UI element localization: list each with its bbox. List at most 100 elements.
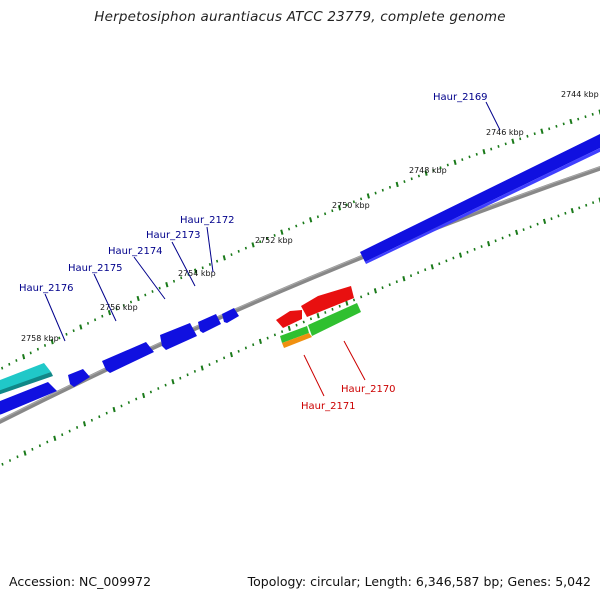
minor-tick [526,134,529,138]
map-title: Herpetosiphon aurantiacus ATCC 23779, co… [94,9,506,25]
minor-tick [266,237,269,240]
minor-tick [577,117,580,121]
minor-tick [244,246,247,250]
gene-label-haur-2176: Haur_2176 [19,283,74,294]
major-tick [395,181,399,188]
gene-cyan-shadow [0,372,53,395]
minor-tick [410,177,413,181]
minor-tick [557,214,560,218]
major-tick [337,205,342,211]
minor-tick [120,404,123,408]
minor-tick [86,322,90,325]
gene-label-haur-2169: Haur_2169 [433,92,488,103]
minor-tick [186,373,189,377]
gene-orange[interactable] [282,333,312,348]
minor-tick [345,203,348,207]
minor-tick [164,383,167,387]
minor-tick [157,387,160,390]
outer-tick-ring [1,109,600,370]
major-tick [569,118,573,125]
minor-tick [367,292,370,296]
major-tick [287,325,291,332]
tick-label-2752: 2752 kbp [255,236,293,245]
minor-tick [180,276,183,280]
minor-tick [38,444,41,448]
minor-tick [480,245,483,248]
minor-tick [536,222,539,226]
major-tick [430,264,434,270]
minor-tick [31,447,34,451]
major-tick [165,281,169,288]
minor-tick [281,330,284,333]
minor-tick [403,180,406,184]
gene-label-haur-2175: Haur_2175 [68,263,123,274]
gene-haur-2170-green[interactable] [308,303,361,336]
major-tick [511,138,515,144]
minor-tick [1,462,4,466]
gene-green-small[interactable] [280,326,309,343]
minor-tick [452,256,455,260]
tick-label-2746: 2746 kbp [486,128,524,137]
minor-tick [562,122,565,126]
gene-small-forward[interactable] [68,369,90,387]
minor-tick [76,426,79,429]
minor-tick [533,132,536,136]
major-tick [136,295,140,302]
minor-tick [316,215,319,219]
gene-haur-2172[interactable] [222,308,239,323]
gene-haur-2171-red[interactable] [276,310,302,328]
minor-tick [584,115,587,119]
gene-haur-2175[interactable] [102,342,154,373]
major-tick [424,170,428,176]
minor-tick [273,333,276,337]
minor-tick [473,247,476,251]
major-tick [542,218,547,225]
gene-haur-2176[interactable] [0,382,57,416]
tick-label-2758: 2758 kbp [21,334,59,343]
minor-tick [201,266,204,270]
minor-tick [352,200,355,204]
gene-haur-2169[interactable] [360,134,600,262]
major-tick [171,378,175,385]
minor-tick [29,351,32,355]
minor-tick [1,366,4,370]
minor-tick [151,290,154,293]
minor-tick [208,263,211,266]
minor-tick [208,363,211,366]
gene-label-haur-2171: Haur_2171 [301,401,356,412]
minor-tick [302,320,305,324]
minor-tick [94,318,97,322]
genome-summary-text: Topology: circular; Length: 6,346,587 bp… [247,574,591,589]
gene-haur-2170-red[interactable] [301,286,354,317]
minor-tick [8,459,12,462]
minor-tick [36,347,39,351]
leader-haur-2174 [133,256,166,300]
minor-tick [237,249,240,253]
kbp-labels: 2744 kbp 2746 kbp 2748 kbp 2750 kbp 2752… [21,90,599,343]
minor-tick [494,239,497,243]
major-tick [79,324,83,330]
gene-haur-2173[interactable] [198,314,221,333]
minor-tick [46,440,49,444]
minor-tick [388,283,391,287]
major-tick [458,252,463,258]
minor-tick [101,314,104,318]
major-tick [540,128,544,134]
minor-tick [179,376,182,380]
minor-tick [244,346,247,350]
minor-tick [360,197,363,201]
tick-label-2756: 2756 kbp [100,303,138,312]
gene-label-haur-2174: Haur_2174 [108,246,163,257]
minor-tick [519,137,522,141]
minor-tick [475,152,478,156]
gene-haur-2174[interactable] [160,323,197,350]
minor-tick [68,429,71,433]
leader-haur-2169 [485,101,501,131]
minor-tick [417,174,420,178]
minor-tick [43,344,47,347]
gene-cyan[interactable] [0,363,51,394]
minor-tick [381,286,384,290]
minor-tick [445,259,448,263]
minor-tick [15,359,18,362]
